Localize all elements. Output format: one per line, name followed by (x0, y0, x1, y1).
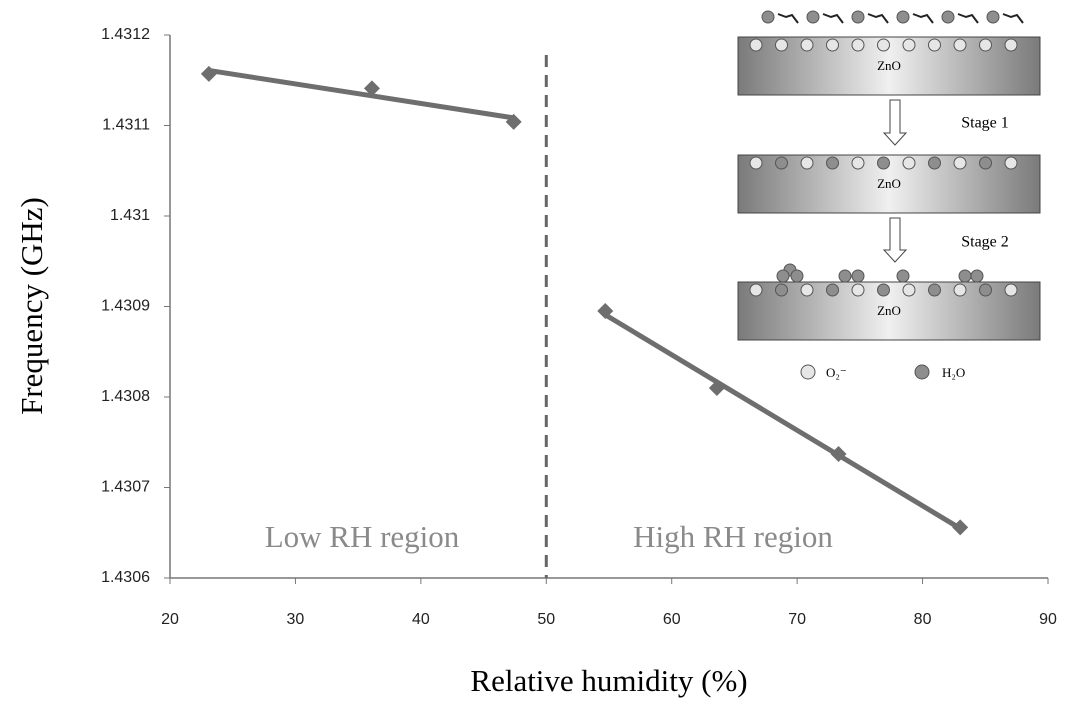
surface-ion (979, 283, 992, 297)
surface-ion (775, 283, 788, 297)
trend-line (603, 312, 962, 531)
water-cluster (970, 269, 984, 283)
surface-ion (877, 38, 890, 52)
stage-label: Stage 2 (961, 234, 1009, 251)
stage-arrow (882, 217, 908, 263)
surface-ion (749, 156, 763, 170)
y-tick-label: 1.4308 (101, 388, 150, 405)
surface-ion (979, 156, 992, 170)
water-cluster (838, 269, 852, 283)
water-cluster (958, 269, 972, 283)
gas-tail (912, 13, 934, 24)
surface-ion (953, 283, 967, 297)
region-label: High RH region (633, 519, 833, 554)
x-tick-label: 30 (287, 611, 305, 628)
surface-ion (826, 156, 839, 170)
data-point (830, 446, 847, 463)
gas-molecule (761, 10, 775, 24)
gas-tail (957, 13, 979, 24)
gas-molecule (896, 10, 910, 24)
y-tick-label: 1.4309 (101, 298, 150, 315)
zno-label: ZnO (877, 58, 901, 73)
surface-ion (902, 38, 916, 52)
surface-ion (826, 38, 839, 52)
data-point (708, 379, 725, 396)
gas-tail (1002, 13, 1024, 24)
gas-tail (867, 13, 889, 24)
stage-label: Stage 1 (961, 115, 1009, 132)
data-point (505, 113, 522, 130)
gas-tail (822, 13, 844, 24)
legend-swatch (914, 364, 930, 380)
surface-ion (851, 283, 865, 297)
x-tick-label: 60 (663, 611, 681, 628)
zno-label: ZnO (877, 303, 901, 318)
x-axis-title: Relative humidity (%) (470, 663, 747, 698)
surface-ion (953, 156, 967, 170)
gas-molecule (986, 10, 1000, 24)
x-tick-label: 80 (914, 611, 932, 628)
surface-ion (826, 283, 839, 297)
data-point (363, 80, 380, 97)
surface-ion (902, 156, 916, 170)
zno-label: ZnO (877, 176, 901, 191)
y-tick-label: 1.4307 (101, 479, 150, 496)
x-tick-label: 70 (788, 611, 806, 628)
surface-ion (1004, 156, 1018, 170)
surface-ion (979, 38, 992, 52)
water-cluster (776, 269, 790, 283)
y-tick-label: 1.4311 (102, 117, 150, 134)
surface-ion (775, 156, 788, 170)
region-label: Low RH region (265, 519, 460, 554)
surface-ion (800, 38, 814, 52)
stage-arrow (882, 99, 908, 146)
legend-label: O₂⁻ (826, 365, 847, 380)
y-tick-label: 1.4306 (101, 569, 150, 586)
trend-line (208, 67, 515, 121)
surface-ion (877, 156, 890, 170)
x-tick-label: 20 (161, 611, 179, 628)
surface-ion (1004, 283, 1018, 297)
x-tick-label: 40 (412, 611, 430, 628)
surface-ion (749, 283, 763, 297)
surface-ion (851, 38, 865, 52)
water-cluster (790, 269, 804, 283)
water-cluster (896, 269, 910, 283)
surface-ion (902, 283, 916, 297)
surface-ion (851, 156, 865, 170)
surface-ion (928, 283, 941, 297)
gas-molecule (806, 10, 820, 24)
gas-molecule (851, 10, 865, 24)
y-axis-title: Frequency (GHz) (14, 197, 49, 415)
legend-swatch (800, 364, 816, 380)
surface-ion (1004, 38, 1018, 52)
y-tick-label: 1.431 (110, 207, 150, 224)
x-tick-label: 90 (1039, 611, 1057, 628)
surface-ion (953, 38, 967, 52)
surface-ion (928, 38, 941, 52)
surface-ion (928, 156, 941, 170)
data-point (952, 519, 969, 536)
surface-ion (749, 38, 763, 52)
surface-ion (877, 283, 890, 297)
water-cluster (851, 269, 865, 283)
x-tick-label: 50 (537, 611, 555, 628)
legend-label: H₂O (942, 365, 965, 380)
surface-ion (800, 156, 814, 170)
y-tick-label: 1.4312 (101, 26, 150, 43)
gas-tail (777, 13, 799, 24)
surface-ion (775, 38, 788, 52)
data-point (597, 303, 614, 320)
data-point (200, 65, 217, 82)
surface-ion (800, 283, 814, 297)
gas-molecule (941, 10, 955, 24)
